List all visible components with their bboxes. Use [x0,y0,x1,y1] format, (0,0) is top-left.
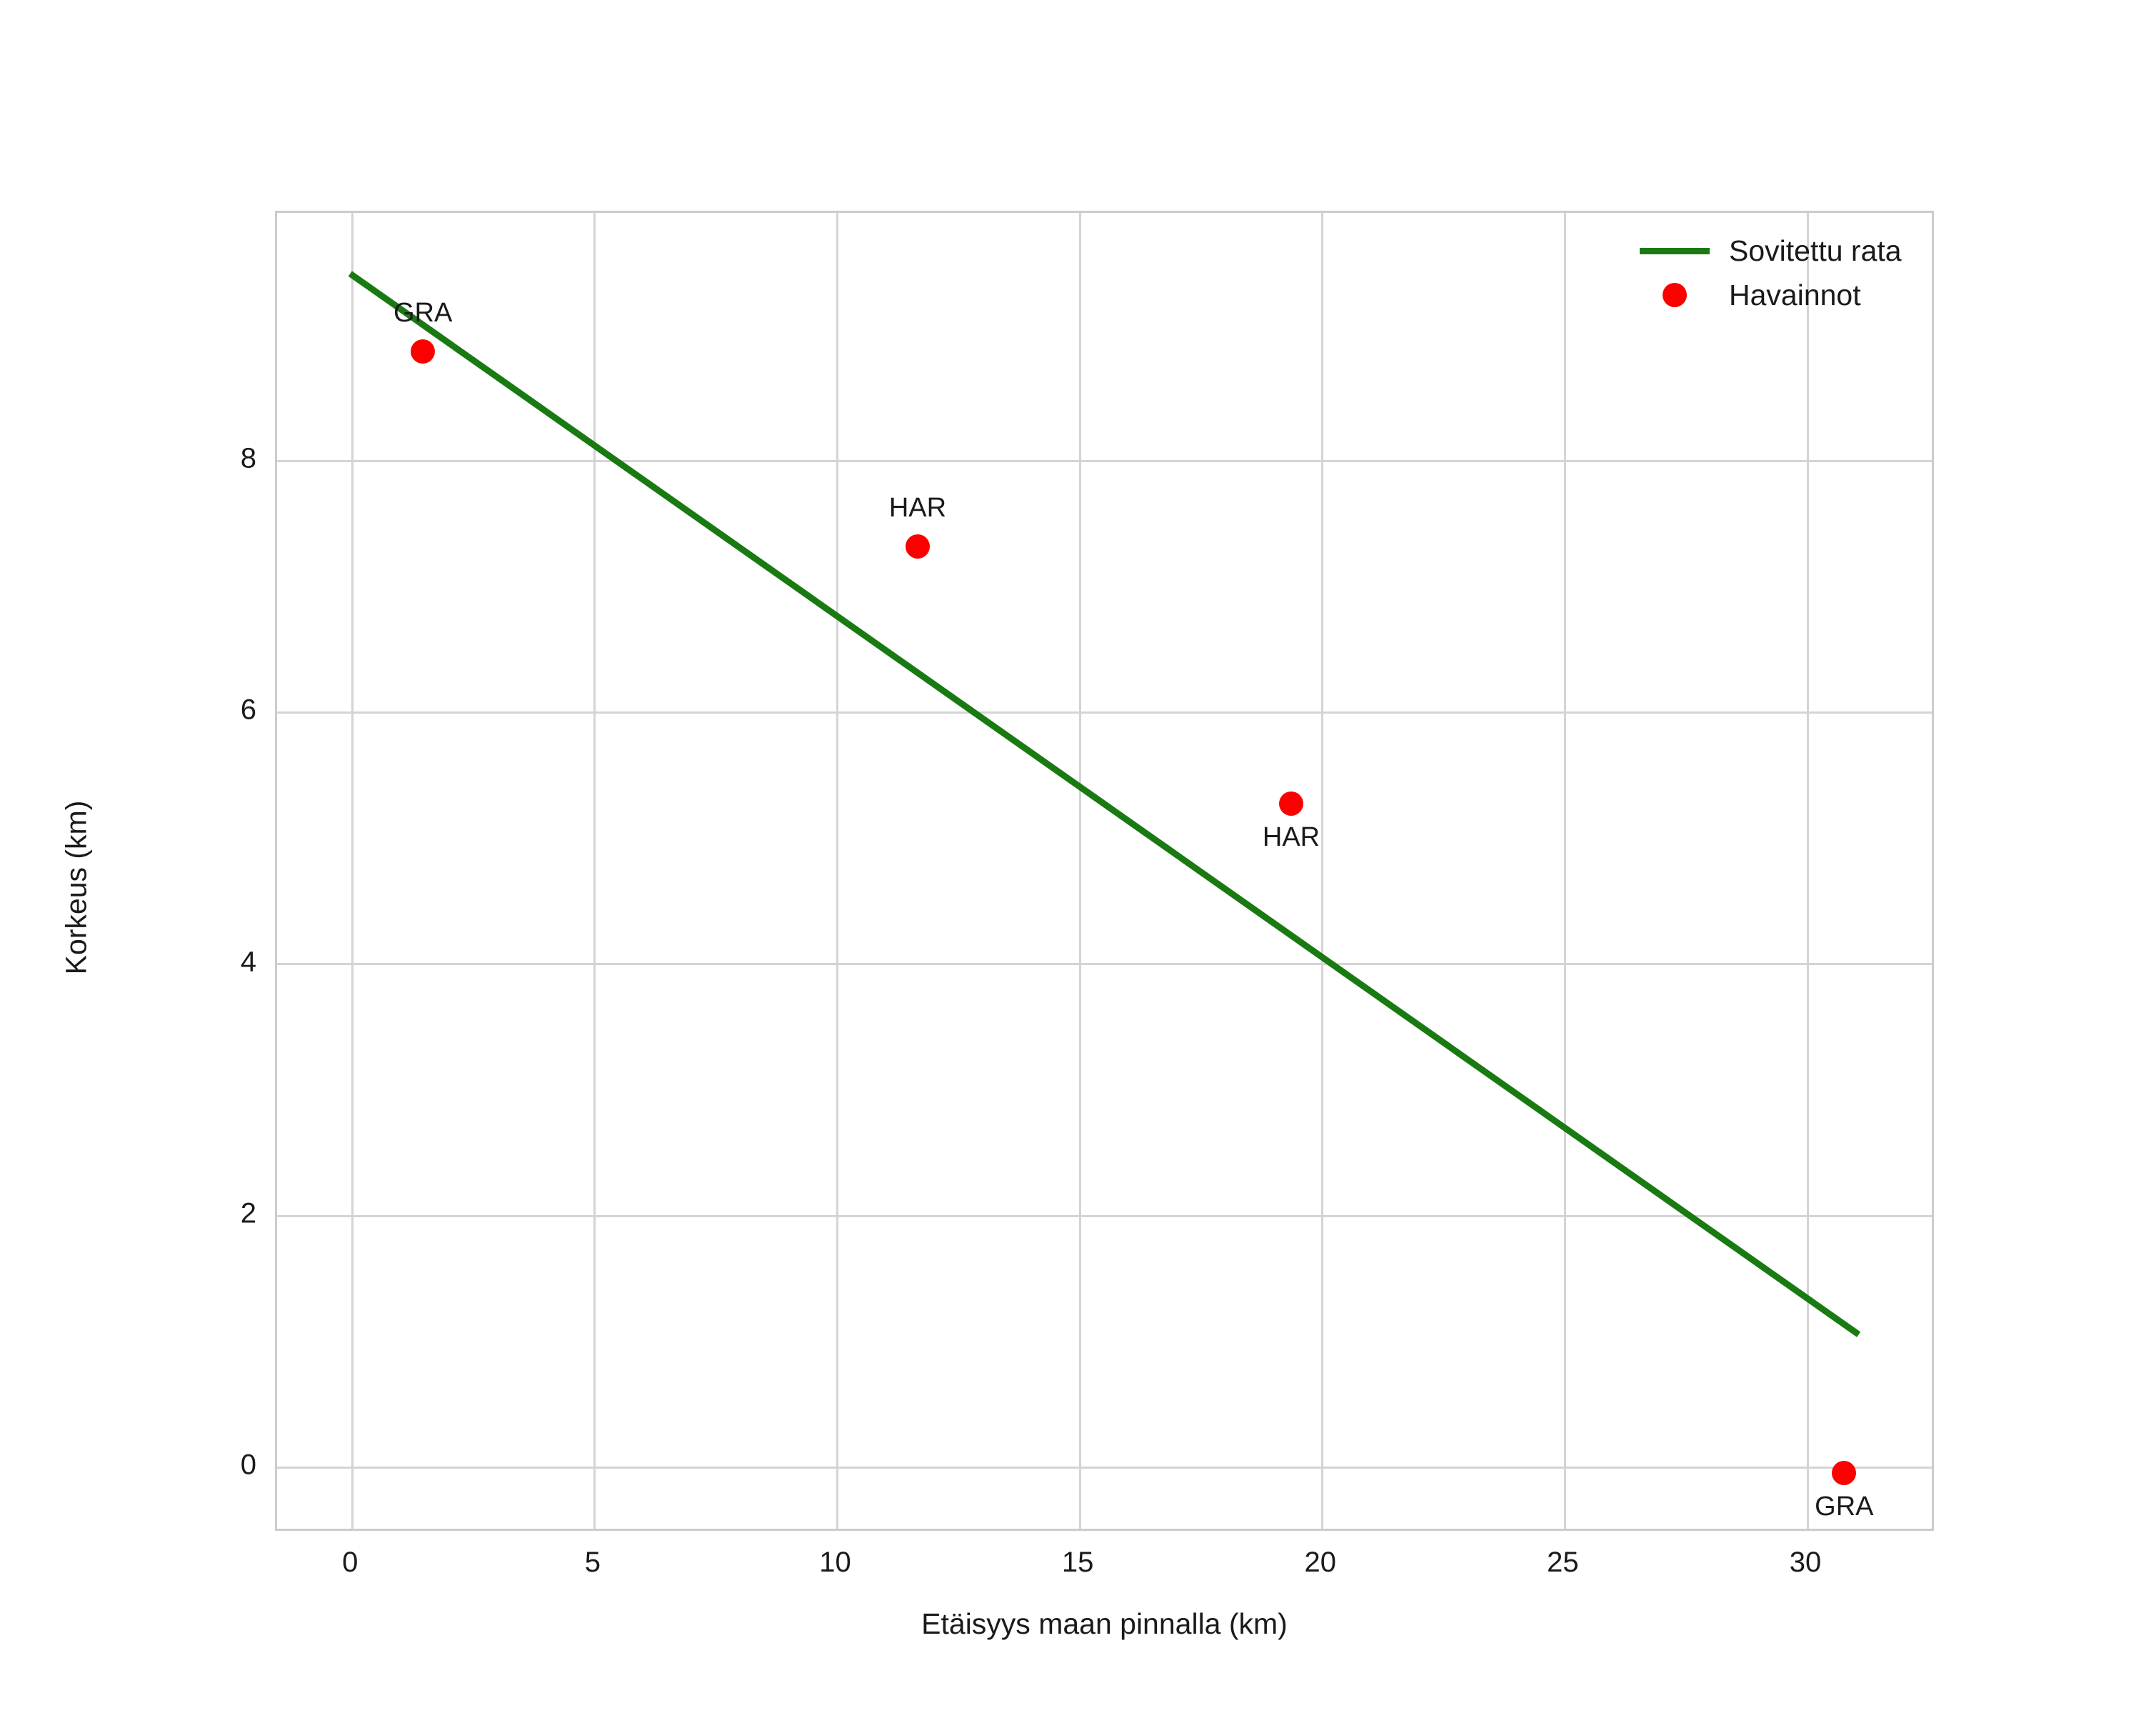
legend-dot-swatch [1632,283,1718,307]
observation-point-label: HAR [1262,821,1320,852]
observation-point [905,534,930,559]
x-tick-label: 15 [1061,1547,1094,1578]
observation-point-label: HAR [888,493,947,524]
legend-line-swatch [1632,247,1718,254]
observation-point-label: GRA [393,298,453,329]
x-tick-label: 5 [584,1547,601,1578]
gridline-vertical [1078,213,1081,1529]
x-tick-label: 10 [819,1547,851,1578]
gridline-horizontal [277,711,1932,714]
y-tick-label: 2 [240,1197,256,1229]
x-tick-label: 0 [342,1547,359,1578]
legend-entry-observations: Havainnot [1632,273,1917,317]
y-tick-label: 4 [240,946,256,978]
gridline-vertical [1321,213,1324,1529]
gridline-horizontal [277,1466,1932,1469]
observation-point-label: GRA [1815,1491,1874,1522]
x-axis-label: Etäisyys maan pinnalla (km) [921,1607,1288,1640]
x-tick-label: 20 [1304,1547,1337,1578]
gridline-vertical [836,213,839,1529]
gridline-horizontal [277,1214,1932,1217]
plot-area [275,211,1934,1531]
gridline-vertical [1806,213,1809,1529]
x-tick-label: 30 [1789,1547,1822,1578]
observation-point [1279,791,1303,816]
legend-label-observations: Havainnot [1729,278,1861,311]
y-tick-label: 8 [240,442,256,474]
gridline-vertical [351,213,354,1529]
gridline-horizontal [277,459,1932,462]
y-axis-label: Korkeus (km) [59,800,93,975]
x-tick-label: 25 [1547,1547,1579,1578]
legend-label-fitted: Sovitettu rata [1729,234,1902,267]
y-tick-label: 0 [240,1449,256,1481]
observation-point [1832,1460,1857,1485]
observation-point [411,339,436,364]
gridline-vertical [1563,213,1566,1529]
y-tick-label: 6 [240,694,256,726]
gridline-vertical [593,213,596,1529]
gridline-horizontal [277,963,1932,966]
legend-entry-fitted: Sovitettu rata [1632,229,1917,273]
chart-legend: Sovitettu rata Havainnot [1632,229,1917,317]
